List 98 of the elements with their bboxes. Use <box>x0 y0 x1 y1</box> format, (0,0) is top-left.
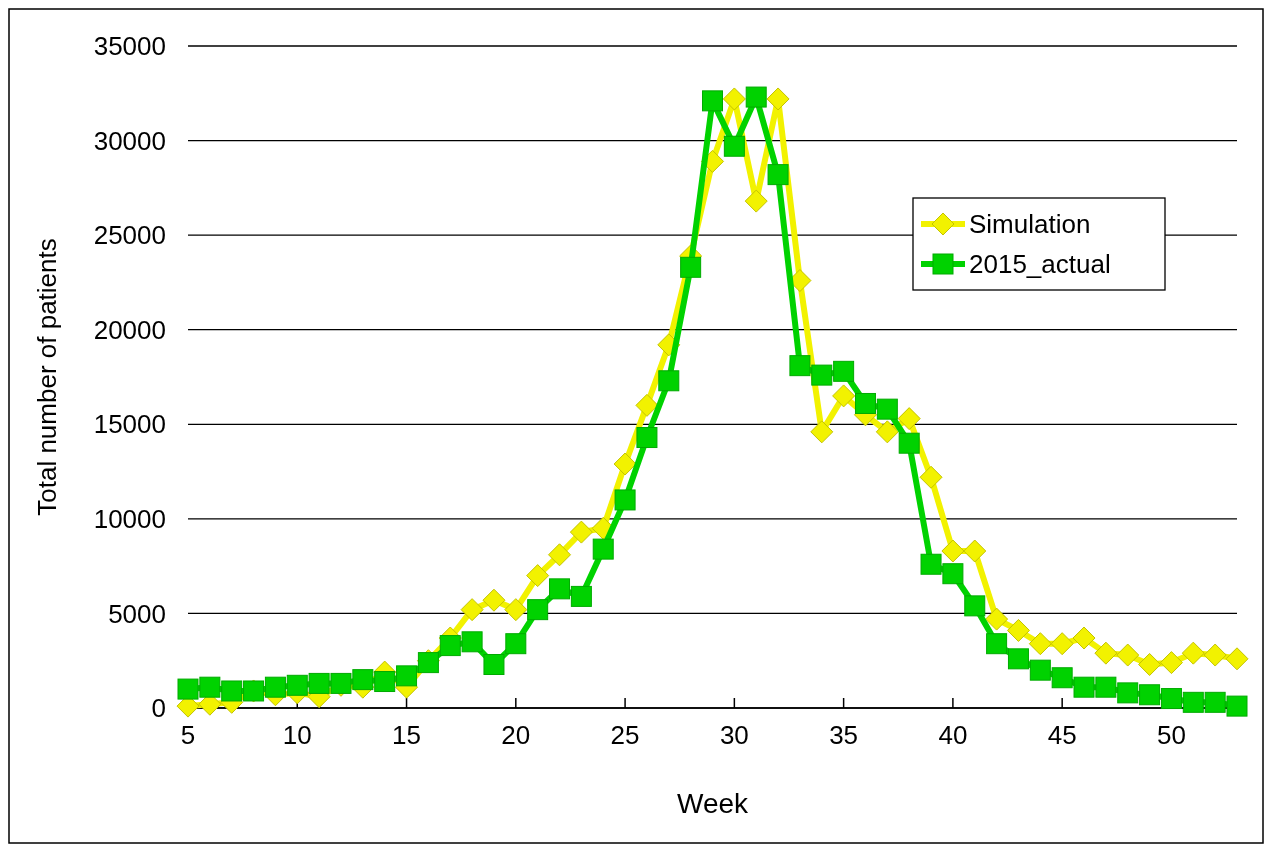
point <box>897 407 921 431</box>
point <box>527 599 549 621</box>
x-tick-label: 35 <box>829 720 859 750</box>
point <box>460 598 484 622</box>
x-tick-label: 10 <box>282 720 312 750</box>
point <box>1203 643 1227 667</box>
point <box>1225 647 1249 671</box>
point <box>635 393 659 417</box>
y-tick-label: 15000 <box>93 409 166 440</box>
point <box>483 654 505 675</box>
legend-label: 2015_actual <box>969 249 1111 280</box>
point <box>636 427 658 449</box>
point <box>811 364 833 386</box>
point <box>1139 684 1161 706</box>
point <box>1181 641 1205 665</box>
point <box>1094 641 1118 665</box>
y-tick-label: 5000 <box>108 598 166 629</box>
y-tick-label: 25000 <box>93 220 166 251</box>
point <box>1116 643 1140 667</box>
y-tick-label: 10000 <box>93 503 166 534</box>
point <box>286 674 308 696</box>
point <box>1117 682 1139 704</box>
legend-label: Simulation <box>969 209 1091 240</box>
point <box>352 669 374 691</box>
point <box>833 360 855 382</box>
point <box>985 607 1009 631</box>
point <box>592 538 614 560</box>
point <box>745 86 767 108</box>
point <box>1226 695 1248 717</box>
point <box>680 256 702 278</box>
x-tick-label: 45 <box>1047 720 1077 750</box>
point <box>570 585 592 607</box>
point <box>504 598 528 622</box>
point <box>723 135 745 157</box>
y-axis-title: Total number of patients <box>32 238 62 516</box>
point <box>548 543 572 567</box>
point <box>1160 688 1182 710</box>
point <box>221 680 243 702</box>
point <box>1072 626 1096 650</box>
point <box>374 671 396 693</box>
y-tick-label: 0 <box>151 693 166 724</box>
point <box>1095 676 1117 698</box>
point <box>505 633 527 655</box>
point <box>1073 676 1095 698</box>
point <box>964 595 986 617</box>
point <box>177 678 199 700</box>
point <box>439 635 461 657</box>
point <box>942 563 964 585</box>
point <box>264 676 286 698</box>
point <box>199 676 221 698</box>
x-tick-label: 25 <box>610 720 640 750</box>
point <box>920 553 942 575</box>
y-tick-label: 20000 <box>93 314 166 345</box>
x-tick-label: 30 <box>719 720 749 750</box>
point <box>766 87 790 111</box>
point <box>482 588 506 612</box>
x-tick-label: 40 <box>938 720 968 750</box>
point <box>308 672 330 694</box>
point <box>963 539 987 563</box>
point <box>941 539 965 563</box>
point <box>1138 653 1162 676</box>
y-tick-label: 30000 <box>93 125 166 156</box>
point <box>744 189 768 213</box>
point <box>461 631 483 653</box>
point <box>549 578 571 600</box>
point <box>1182 691 1204 713</box>
point <box>986 633 1008 655</box>
point <box>875 420 899 444</box>
point <box>919 465 943 489</box>
point <box>722 87 746 111</box>
point <box>658 370 680 392</box>
point <box>1028 632 1052 656</box>
point <box>396 665 418 687</box>
point <box>526 564 550 588</box>
x-axis-title: Week <box>676 788 750 819</box>
point <box>832 384 856 408</box>
point <box>810 420 834 444</box>
point <box>1204 691 1226 713</box>
point <box>569 520 593 544</box>
y-tick-label: 35000 <box>93 31 166 62</box>
point <box>1051 667 1073 689</box>
point <box>898 432 920 454</box>
x-tick-label: 15 <box>392 720 421 750</box>
x-tick-label: 5 <box>180 720 196 750</box>
point <box>702 90 723 112</box>
point <box>1029 659 1051 681</box>
x-tick-label: 50 <box>1156 720 1186 750</box>
point <box>614 489 636 511</box>
point <box>789 355 811 377</box>
point <box>1159 651 1183 675</box>
point <box>876 398 898 420</box>
x-tick-label: 20 <box>501 720 531 750</box>
point <box>854 392 876 414</box>
point <box>1050 632 1074 656</box>
point <box>1007 648 1029 670</box>
point <box>1006 618 1030 642</box>
point <box>613 452 637 476</box>
point <box>767 164 789 186</box>
